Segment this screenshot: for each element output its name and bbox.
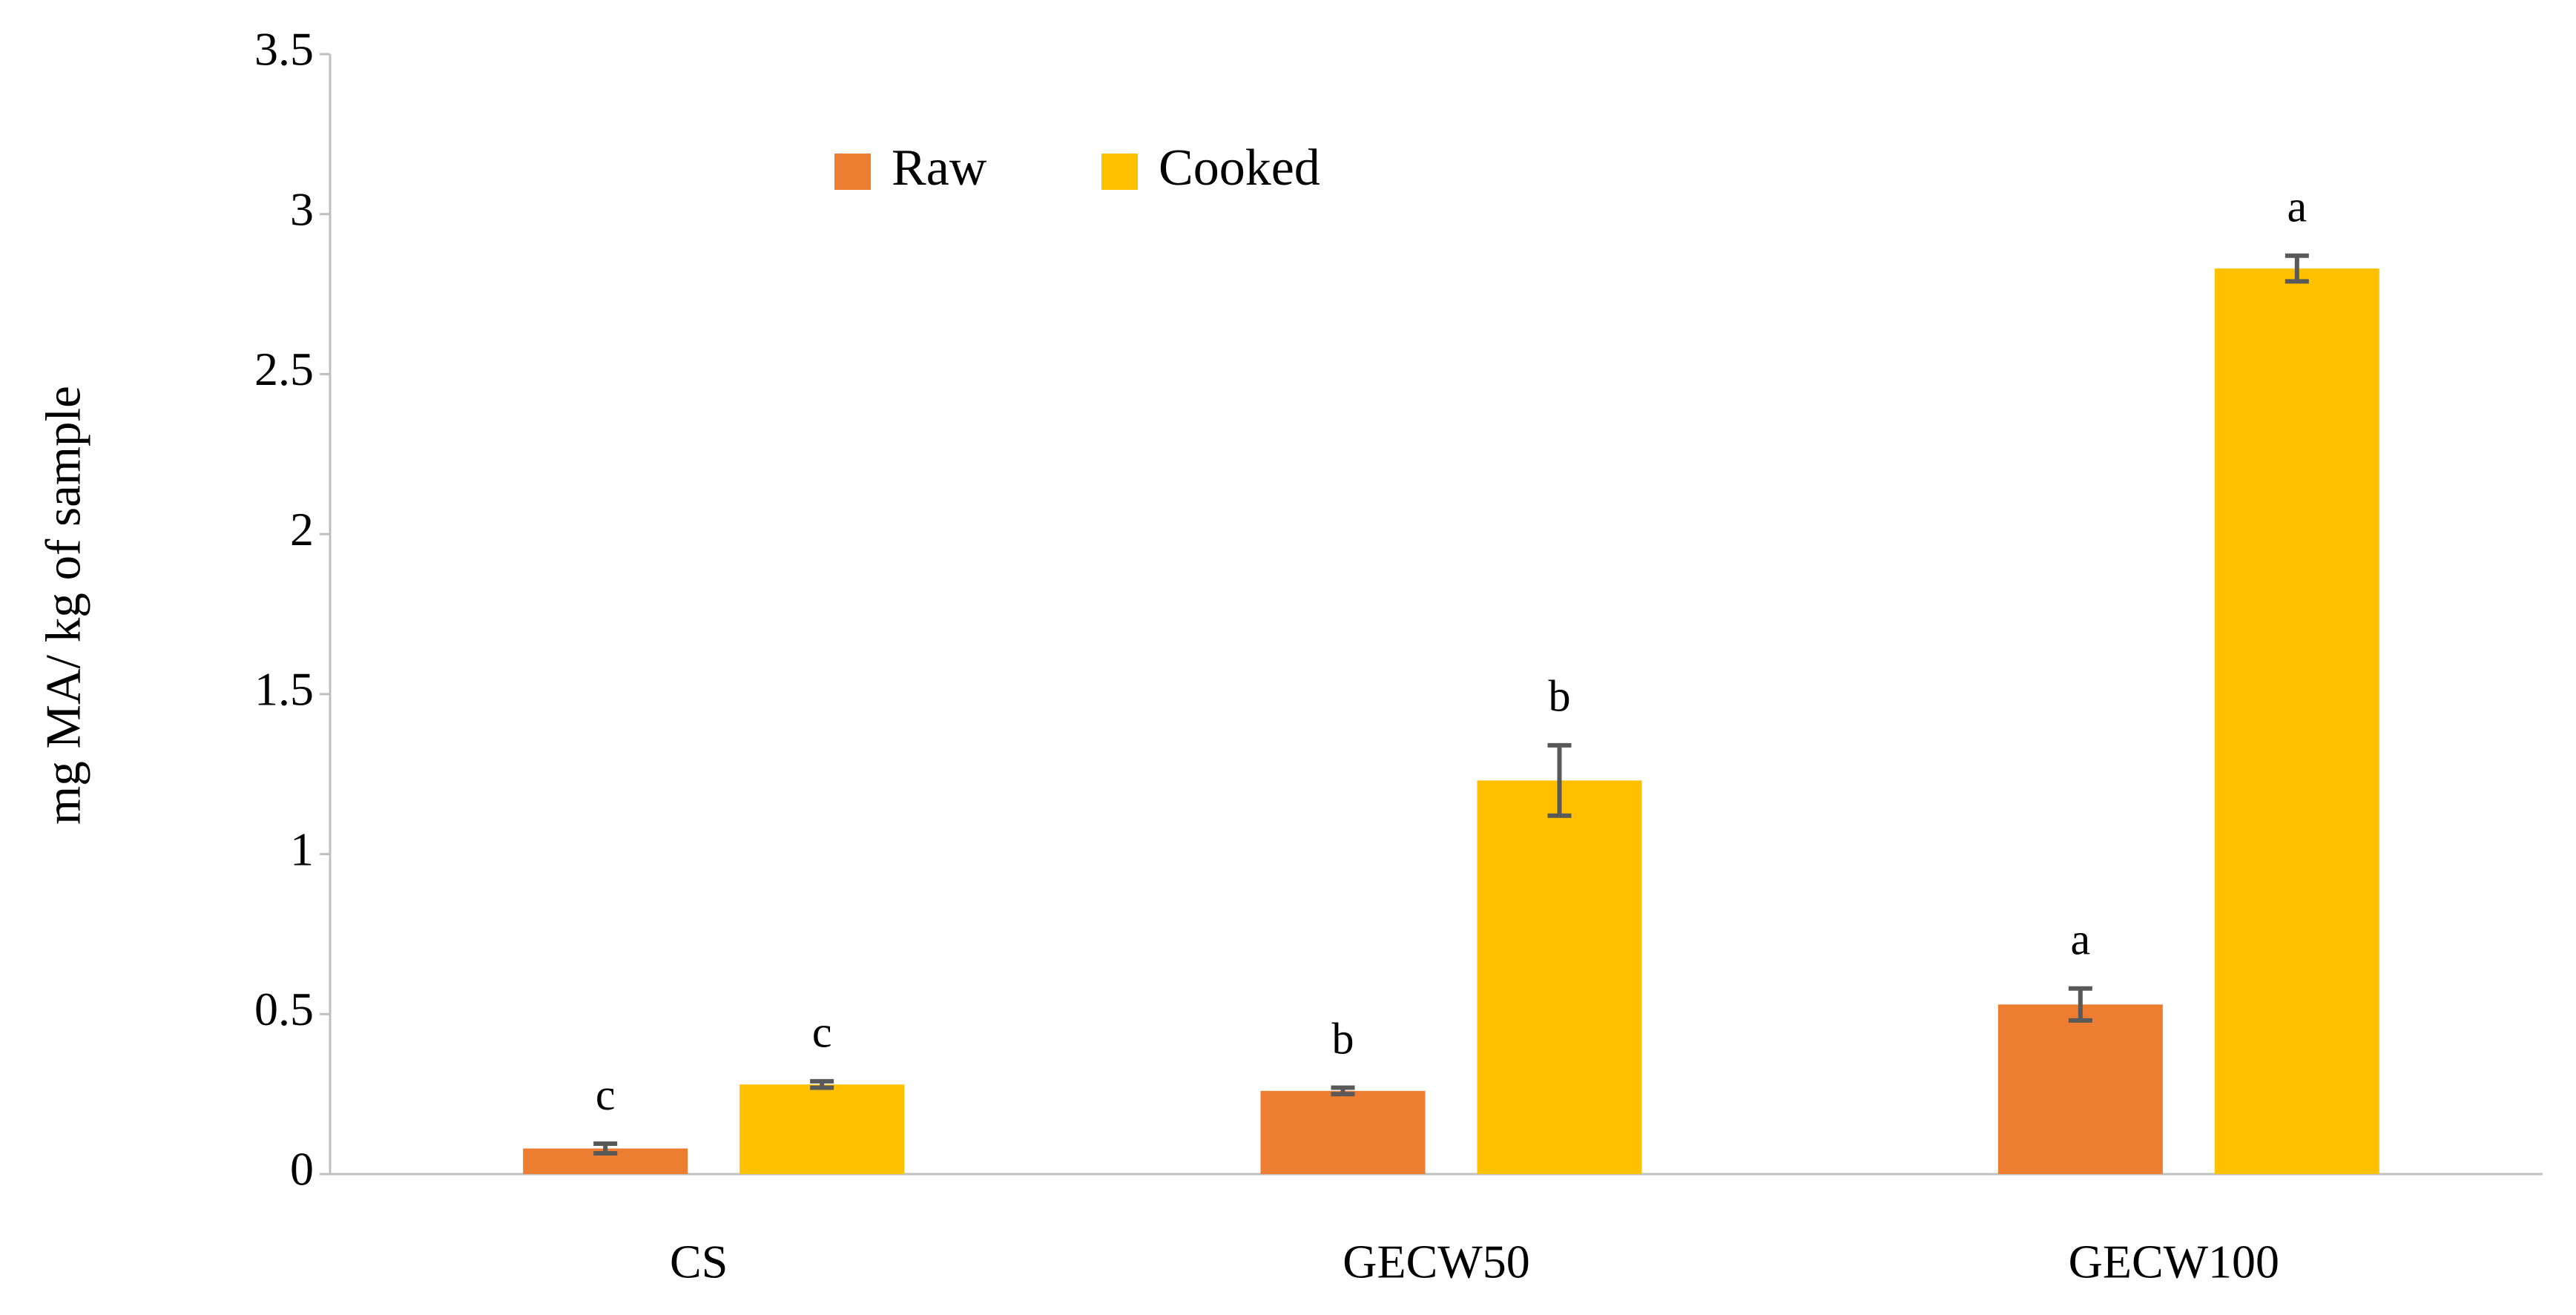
significance-letter: b — [1332, 1014, 1354, 1063]
legend-swatch — [1101, 154, 1138, 190]
error-bar — [1547, 742, 1572, 818]
error-bar — [1331, 1085, 1355, 1097]
x-tick-label: CS — [670, 1236, 728, 1288]
significance-letter: a — [2071, 915, 2091, 964]
x-tick-label: GECW50 — [1343, 1236, 1529, 1288]
y-tick-label: 2 — [290, 503, 314, 556]
legend-label: Raw — [892, 139, 987, 197]
legend-swatch — [834, 154, 871, 190]
error-bar — [2068, 986, 2092, 1023]
y-tick-label: 1.5 — [254, 663, 314, 716]
y-tick-label: 0 — [290, 1143, 314, 1196]
bar — [1477, 780, 1642, 1174]
legend-label: Cooked — [1159, 139, 1320, 197]
bar — [739, 1084, 905, 1174]
y-tick-label: 0.5 — [254, 983, 314, 1035]
x-tick-label: GECW100 — [2069, 1236, 2279, 1288]
error-bar — [593, 1141, 618, 1156]
error-bar — [2285, 253, 2309, 284]
significance-letter: a — [2287, 182, 2307, 231]
significance-letter: c — [596, 1070, 616, 1119]
y-axis-label: mg MA/ kg of sample — [36, 386, 90, 825]
y-tick-label: 1 — [290, 823, 314, 875]
bar — [1997, 1004, 2163, 1174]
y-tick-label: 3 — [290, 182, 314, 235]
error-bar — [810, 1078, 834, 1090]
bar — [2214, 268, 2379, 1174]
significance-letter: c — [812, 1008, 832, 1057]
significance-letter: b — [1549, 672, 1571, 721]
y-tick-label: 2.5 — [254, 343, 314, 395]
y-tick-label: 3.5 — [254, 23, 314, 76]
bar — [1260, 1090, 1426, 1174]
